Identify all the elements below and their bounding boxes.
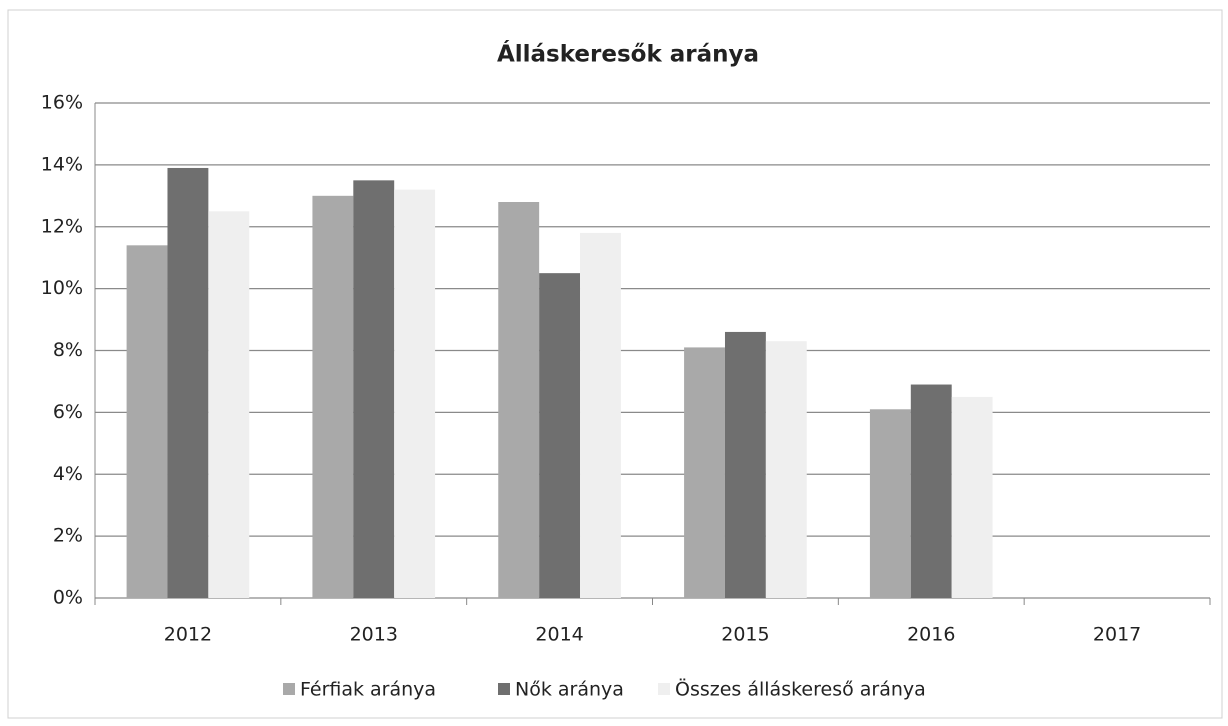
y-tick-label: 16%	[41, 92, 83, 114]
bar	[312, 195, 354, 598]
bar	[684, 347, 725, 598]
legend-label: Nők aránya	[515, 679, 624, 701]
legend-swatch	[498, 683, 510, 695]
bar	[126, 245, 168, 598]
bar	[353, 180, 395, 598]
y-tick-label: 0%	[53, 587, 83, 609]
x-tick-label: 2014	[535, 624, 583, 646]
bar	[910, 384, 952, 598]
bar	[498, 202, 540, 598]
bar	[765, 341, 807, 598]
bar	[208, 211, 250, 598]
bar	[539, 273, 581, 598]
x-tick-label: 2013	[350, 624, 398, 646]
y-tick-label: 10%	[41, 277, 83, 299]
y-tick-label: 8%	[53, 339, 83, 361]
y-tick-label: 4%	[53, 463, 83, 485]
legend-label: Férfiak aránya	[300, 679, 436, 701]
bar	[580, 232, 621, 598]
bar	[394, 189, 436, 598]
bar	[951, 396, 993, 598]
y-tick-label: 6%	[53, 401, 83, 423]
legend-label: Összes álláskereső aránya	[675, 678, 926, 701]
x-tick-label: 2017	[1093, 624, 1141, 646]
y-tick-label: 2%	[53, 525, 83, 547]
legend-swatch	[283, 683, 295, 695]
x-tick-label: 2015	[721, 624, 769, 646]
bar	[724, 331, 766, 598]
bar	[167, 167, 209, 598]
y-tick-label: 14%	[41, 153, 83, 175]
legend-swatch	[658, 683, 670, 695]
x-tick-label: 2016	[907, 624, 955, 646]
x-tick-label: 2012	[164, 624, 212, 646]
y-tick-label: 12%	[41, 215, 83, 237]
chart-title: Álláskeresők aránya	[497, 40, 759, 68]
bar	[869, 409, 911, 598]
